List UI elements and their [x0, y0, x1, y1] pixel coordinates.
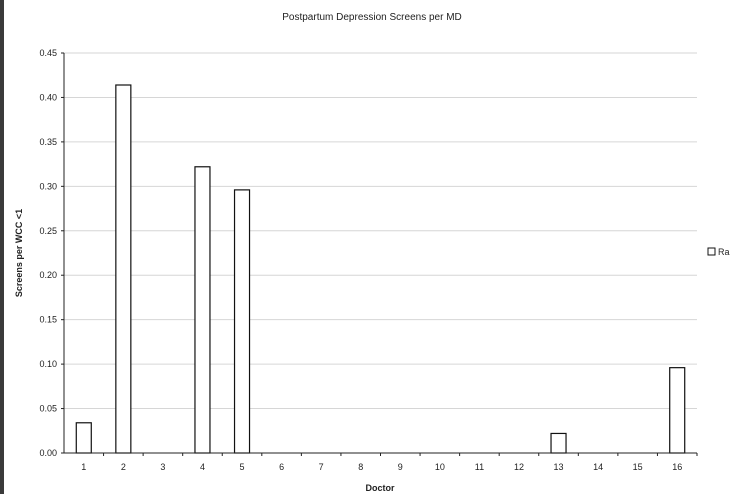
x-tick-label: 10 [435, 462, 445, 472]
bar-doctor-1 [75, 422, 92, 454]
x-tick-label: 1 [81, 462, 86, 472]
x-tick-label: 15 [633, 462, 643, 472]
y-tick-label: 0.40 [39, 92, 57, 102]
gridlines [64, 52, 697, 410]
x-tick-label: 11 [475, 462, 484, 472]
x-tick-label: 7 [319, 462, 324, 472]
x-axis-label: Doctor [366, 483, 395, 493]
x-tick-label: 16 [672, 462, 682, 472]
y-tick-label: 0.25 [39, 226, 57, 236]
y-tick-label: 0.15 [39, 315, 57, 325]
x-tick-label: 12 [514, 462, 524, 472]
bar-doctor-2 [115, 84, 132, 454]
legend-label: Ra [718, 247, 730, 257]
bars [75, 84, 686, 454]
x-tick-label: 4 [200, 462, 205, 472]
y-tick-label: 0.10 [39, 359, 57, 369]
y-tick-label: 0.00 [39, 448, 57, 458]
legend: Ra [707, 247, 730, 257]
y-tick-label: 0.35 [39, 137, 57, 147]
left-edge-strip [0, 0, 4, 494]
y-tick-label: 0.45 [39, 48, 57, 58]
x-tick-labels: 1 2 3 4 5 6 7 8 9 10 11 12 13 14 15 16 [81, 453, 698, 472]
x-tick-label: 13 [554, 462, 564, 472]
x-tick-label: 2 [121, 462, 126, 472]
x-tick-label: 9 [398, 462, 403, 472]
bar-doctor-13 [550, 432, 567, 454]
bar-doctor-16 [669, 367, 686, 454]
x-tick-label: 3 [160, 462, 165, 472]
x-tick-label: 6 [279, 462, 284, 472]
y-axis-label: Screens per WCC <1 [14, 209, 24, 297]
x-tick-label: 8 [358, 462, 363, 472]
y-tick-labels: 0.00 0.05 0.10 0.15 0.20 0.25 0.30 0.35 0.40 0.45 [39, 48, 64, 458]
x-tick-label: 5 [240, 462, 245, 472]
bar-doctor-4 [194, 166, 211, 454]
bar-doctor-5 [233, 189, 251, 454]
y-tick-label: 0.05 [39, 404, 57, 414]
legend-swatch [707, 247, 716, 256]
y-tick-label: 0.30 [39, 181, 57, 191]
y-tick-label: 0.20 [39, 270, 57, 280]
x-tick-label: 14 [593, 462, 603, 472]
chart-title: Postpartum Depression Screens per MD [282, 12, 462, 23]
